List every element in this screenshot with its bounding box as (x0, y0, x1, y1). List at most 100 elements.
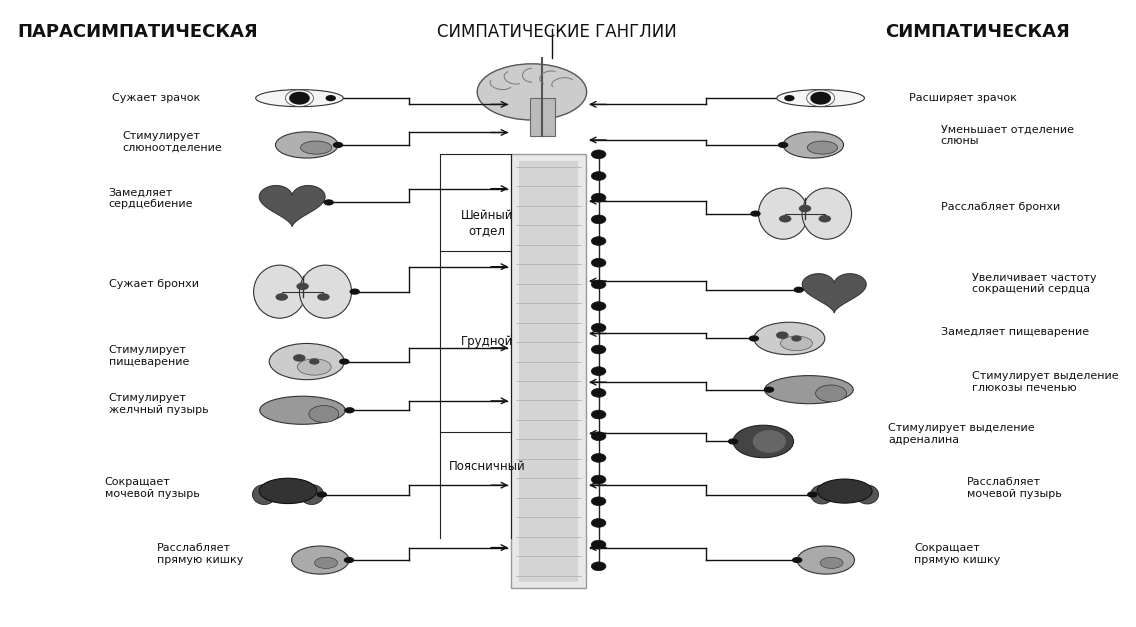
Bar (529, 98, 554, 135)
Text: Расслабляет
прямую кишку: Расслабляет прямую кишку (157, 543, 243, 565)
Ellipse shape (260, 396, 345, 424)
Circle shape (317, 492, 327, 498)
Circle shape (799, 205, 811, 213)
Ellipse shape (780, 336, 812, 350)
Ellipse shape (300, 485, 324, 505)
Text: Стимулирует
пищеварение: Стимулирует пищеварение (109, 345, 189, 367)
Circle shape (592, 280, 605, 289)
Circle shape (592, 236, 605, 245)
Ellipse shape (269, 344, 344, 380)
Text: Расширяет зрачок: Расширяет зрачок (909, 93, 1017, 103)
Circle shape (592, 150, 605, 159)
Ellipse shape (754, 322, 825, 355)
Text: Расслабляет
мочевой пузырь: Расслабляет мочевой пузырь (967, 478, 1061, 499)
Ellipse shape (802, 188, 852, 240)
Circle shape (792, 335, 802, 342)
Text: Стимулирует выделение
адреналина: Стимулирует выделение адреналина (888, 423, 1035, 445)
Ellipse shape (753, 430, 786, 453)
Text: Стимулирует выделение
глюкозы печенью: Стимулирует выделение глюкозы печенью (971, 371, 1119, 393)
Ellipse shape (292, 546, 349, 574)
Ellipse shape (315, 557, 337, 569)
Circle shape (592, 475, 605, 484)
Text: Замедляет
сердцебиение: Замедляет сердцебиение (109, 187, 193, 209)
Circle shape (296, 283, 309, 290)
Text: ПАРАСИМПАТИЧЕСКАЯ: ПАРАСИМПАТИЧЕСКАЯ (17, 23, 258, 41)
Circle shape (324, 199, 334, 206)
Ellipse shape (765, 376, 853, 404)
Ellipse shape (298, 359, 332, 375)
Text: Сокращает
прямую кишку: Сокращает прямую кишку (914, 543, 1001, 565)
Text: Сокращает
мочевой пузырь: Сокращает мочевой пузырь (105, 478, 199, 499)
Circle shape (592, 193, 605, 202)
Circle shape (592, 367, 605, 376)
Circle shape (811, 92, 830, 104)
Circle shape (776, 332, 788, 339)
Text: Уменьшает отделение
слюны: Уменьшает отделение слюны (941, 125, 1074, 146)
Ellipse shape (301, 141, 332, 154)
Polygon shape (802, 274, 866, 312)
Circle shape (592, 324, 605, 332)
Polygon shape (259, 186, 325, 226)
Circle shape (792, 557, 802, 563)
Circle shape (784, 95, 794, 102)
Circle shape (276, 293, 289, 301)
Ellipse shape (253, 265, 306, 318)
Circle shape (763, 386, 775, 393)
Ellipse shape (797, 546, 854, 574)
Circle shape (779, 215, 792, 223)
Ellipse shape (777, 90, 864, 107)
Text: Поясничный: Поясничный (449, 460, 526, 473)
Circle shape (592, 453, 605, 462)
Ellipse shape (477, 64, 586, 120)
Text: Стимулирует
желчный пузырь: Стимулирует желчный пузырь (109, 393, 208, 415)
Circle shape (592, 172, 605, 181)
Circle shape (592, 432, 605, 441)
Circle shape (309, 359, 319, 365)
Text: СИМПАТИЧЕСКИЕ ГАНГЛИИ: СИМПАТИЧЕСКИЕ ГАНГЛИИ (437, 23, 677, 41)
Circle shape (592, 345, 605, 354)
Text: Сужает бронхи: Сужает бронхи (109, 278, 199, 288)
Text: Шейный
отдел: Шейный отдел (461, 209, 513, 237)
Ellipse shape (816, 385, 846, 402)
Circle shape (749, 335, 759, 342)
Ellipse shape (783, 132, 844, 158)
Ellipse shape (300, 265, 351, 318)
Ellipse shape (808, 141, 837, 154)
Circle shape (290, 92, 309, 104)
Text: Стимулирует
слюноотделение: Стимулирует слюноотделение (123, 131, 222, 152)
Text: Расслабляет бронхи: Расслабляет бронхи (941, 203, 1060, 213)
Circle shape (592, 215, 605, 224)
Circle shape (592, 540, 605, 549)
Circle shape (592, 389, 605, 398)
Ellipse shape (276, 132, 339, 158)
Ellipse shape (820, 557, 843, 569)
Circle shape (293, 354, 306, 362)
Circle shape (794, 287, 804, 293)
Text: Сужает зрачок: Сужает зрачок (111, 93, 200, 103)
Circle shape (778, 142, 788, 148)
Circle shape (339, 359, 350, 365)
Text: Грудной: Грудной (461, 335, 513, 348)
Ellipse shape (759, 188, 808, 240)
Ellipse shape (259, 478, 317, 503)
Text: Увеличивает частоту
сокращений сердца: Увеличивает частоту сокращений сердца (971, 273, 1096, 294)
Text: Замедляет пищеварение: Замедляет пищеварение (941, 327, 1088, 337)
Circle shape (344, 557, 354, 563)
Ellipse shape (855, 485, 878, 504)
Circle shape (807, 492, 818, 498)
Circle shape (592, 497, 605, 505)
Circle shape (326, 95, 336, 102)
Circle shape (728, 438, 738, 445)
Text: СИМПАТИЧЕСКАЯ: СИМПАТИЧЕСКАЯ (885, 23, 1069, 41)
Ellipse shape (252, 485, 276, 505)
Circle shape (750, 211, 761, 217)
Circle shape (592, 519, 605, 527)
Ellipse shape (256, 90, 343, 107)
Circle shape (592, 410, 605, 419)
Circle shape (317, 293, 329, 301)
Circle shape (333, 142, 343, 148)
Circle shape (819, 215, 832, 223)
Ellipse shape (817, 479, 872, 503)
Ellipse shape (733, 425, 794, 458)
Ellipse shape (309, 406, 339, 423)
